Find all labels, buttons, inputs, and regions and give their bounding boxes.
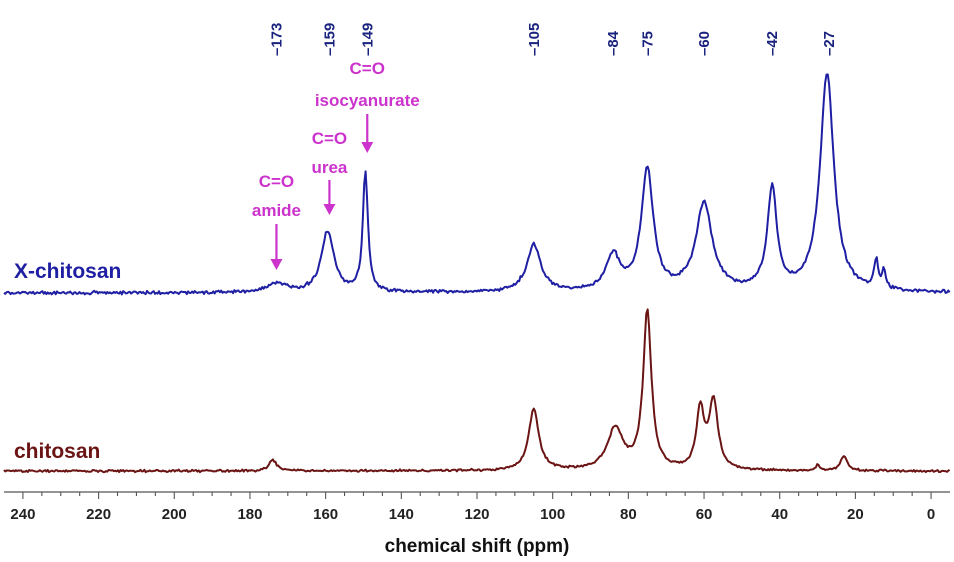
peak-label: –27 [821,31,838,56]
x-tick-label: 240 [10,506,35,523]
annotation-amide: C=O amide [252,172,301,270]
x-tick-label: 160 [313,506,338,523]
peak-labels: –173 –159 –149 –105 –84 –75 –60 –42 –27 [268,23,837,56]
x-axis: 240 220 200 180 160 140 120 100 80 60 40 20 0 [4,491,950,523]
annotation-text: amide [252,201,301,220]
peak-label: –60 [696,31,713,56]
x-tick-label: 40 [771,506,788,523]
x-tick-label: 120 [464,506,489,523]
series-line-chitosan [3,308,951,474]
series-label: chitosan [14,440,100,463]
peak-label: –105 [526,23,543,56]
annotation-urea: C=O urea [311,129,348,215]
annotation-text: isocyanurate [315,91,420,110]
annotation-text: C=O [350,59,385,78]
series-label: X-chitosan [14,260,121,283]
peak-label: –149 [359,23,376,56]
peak-label: –84 [605,30,622,56]
peak-label: –173 [268,23,285,56]
annotation-text: C=O [312,129,347,148]
carbonyl-annotations: C=O amide C=O urea C=O isocyanurate [252,59,420,270]
x-tick-label: 80 [620,506,637,523]
annotation-arrow-head [323,204,336,215]
peak-label: –75 [639,31,656,56]
annotation-text: urea [311,158,347,177]
x-tick-label: 100 [540,506,565,523]
x-tick-label: 180 [237,506,262,523]
x-tick-label: 220 [86,506,111,523]
annotation-arrow-head [270,259,283,270]
spectra-series: X-chitosan chitosan [3,73,951,474]
peak-label: –42 [764,31,781,56]
annotation-isocyanurate: C=O isocyanurate [315,59,420,153]
x-tick-label: 200 [162,506,187,523]
annotation-arrow-head [361,142,374,153]
annotation-text: C=O [259,172,294,191]
series-line-X-chitosan [3,73,951,296]
x-tick-label: 0 [927,506,935,523]
x-axis-title: chemical shift (ppm) [385,536,570,557]
x-tick-label: 60 [696,506,713,523]
peak-label: –159 [321,23,338,56]
x-tick-label: 140 [389,506,414,523]
x-tick-label: 20 [847,506,864,523]
